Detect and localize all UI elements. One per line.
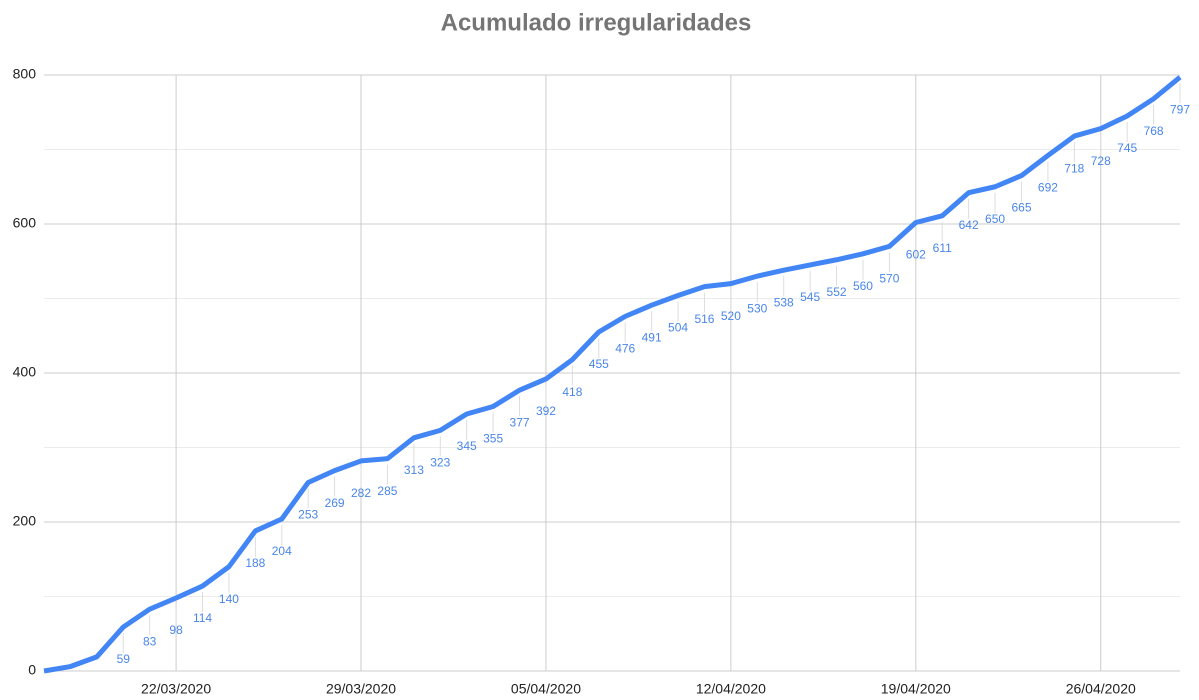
data-label: 83 xyxy=(143,634,157,648)
x-tick-label: 22/03/2020 xyxy=(141,681,211,697)
data-label: 313 xyxy=(404,463,424,477)
x-tick-label: 12/04/2020 xyxy=(696,681,766,697)
data-label: 692 xyxy=(1038,181,1058,195)
data-label: 797 xyxy=(1170,102,1190,116)
data-label: 516 xyxy=(694,312,714,326)
data-label: 520 xyxy=(721,309,741,323)
data-label: 538 xyxy=(774,295,794,309)
data-label: 530 xyxy=(747,301,767,315)
data-label: 728 xyxy=(1091,154,1111,168)
data-label: 504 xyxy=(668,321,688,335)
data-label: 552 xyxy=(827,285,847,299)
data-label: 650 xyxy=(985,212,1005,226)
data-label: 455 xyxy=(589,357,609,371)
data-label: 418 xyxy=(562,385,582,399)
y-tick-label: 200 xyxy=(13,513,37,529)
data-label: 642 xyxy=(959,218,979,232)
data-label: 560 xyxy=(853,279,873,293)
x-tick-label: 05/04/2020 xyxy=(511,681,581,697)
y-tick-label: 600 xyxy=(13,215,37,231)
x-tick-label: 26/04/2020 xyxy=(1066,681,1136,697)
data-label: 491 xyxy=(642,330,662,344)
x-tick-label: 29/03/2020 xyxy=(326,681,396,697)
chart-title: Acumulado irregularidades xyxy=(441,9,752,36)
data-label: 253 xyxy=(298,508,318,522)
y-tick-label: 0 xyxy=(28,662,36,678)
data-label: 570 xyxy=(879,272,899,286)
data-label: 718 xyxy=(1064,161,1084,175)
y-tick-label: 800 xyxy=(13,66,37,82)
data-label: 392 xyxy=(536,404,556,418)
data-label: 377 xyxy=(510,415,530,429)
data-label: 282 xyxy=(351,486,371,500)
data-label: 345 xyxy=(457,439,477,453)
data-label: 476 xyxy=(615,342,635,356)
data-label: 59 xyxy=(117,652,131,666)
data-label: 285 xyxy=(377,484,397,498)
series-line xyxy=(43,75,1182,674)
data-label: 188 xyxy=(245,556,265,570)
data-label: 114 xyxy=(193,611,212,625)
x-tick-label: 19/04/2020 xyxy=(881,681,951,697)
data-label: 545 xyxy=(800,290,820,304)
data-label: 745 xyxy=(1117,141,1137,155)
data-label: 269 xyxy=(325,496,345,510)
data-label: 140 xyxy=(219,592,239,606)
data-label: 665 xyxy=(1011,201,1031,215)
data-label: 323 xyxy=(430,456,450,470)
data-label: 611 xyxy=(933,241,952,255)
y-tick-label: 400 xyxy=(13,364,37,380)
data-label: 204 xyxy=(272,544,292,558)
data-label: 355 xyxy=(483,432,503,446)
data-label: 98 xyxy=(169,623,183,637)
data-label: 768 xyxy=(1144,124,1164,138)
data-label: 602 xyxy=(906,248,926,262)
